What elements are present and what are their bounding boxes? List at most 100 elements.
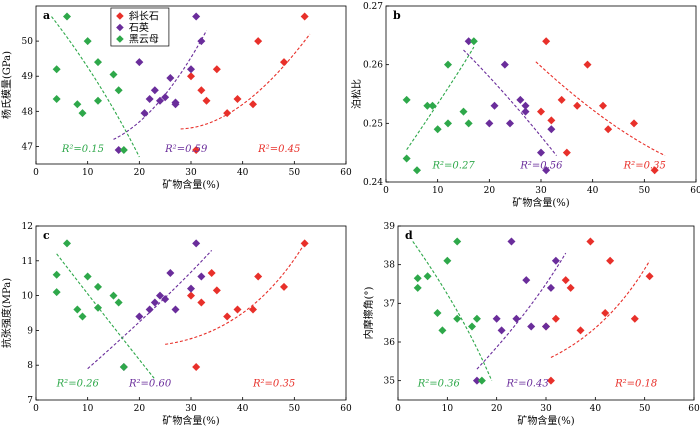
data-point-biotite (413, 274, 422, 283)
data-point-biotite (444, 119, 452, 128)
data-point-plagioclase (192, 145, 201, 154)
data-point-plagioclase (606, 256, 615, 265)
x-tick-label: 50 (289, 168, 301, 178)
y-tick-label: 0.27 (363, 2, 383, 12)
data-point-biotite (428, 101, 437, 110)
data-point-plagioclase (547, 116, 556, 125)
data-point-biotite (423, 101, 432, 110)
data-point-biotite (443, 256, 452, 265)
data-point-quartz (527, 322, 536, 331)
data-point-plagioclase (223, 109, 232, 118)
data-point-biotite (477, 376, 486, 385)
fit-curve-quartz (113, 30, 207, 140)
data-point-biotite (63, 12, 71, 21)
panel-b: 0 10 20 30 40 50 60 0.24 0.25 0.26 0.27 矿物含量(%) 泊松比 b… (350, 2, 700, 209)
data-point-plagioclase (586, 237, 595, 246)
x-tick-label: 40 (587, 186, 599, 196)
data-point-biotite (73, 305, 82, 314)
data-point-quartz (506, 119, 514, 128)
data-point-quartz (166, 73, 175, 82)
data-point-quartz (150, 298, 159, 307)
y-tick-label: 12 (22, 222, 33, 232)
x-tick-label: 40 (237, 404, 249, 414)
fit-curve-biotite (51, 16, 140, 158)
x-tick-label: 30 (185, 168, 197, 178)
y-tick-label: 10 (22, 292, 34, 302)
fit-curve-quartz (87, 249, 213, 370)
y-axis-label: 抗张强度(MPa) (0, 278, 13, 348)
y-tick-label: 8 (27, 361, 33, 371)
data-point-plagioclase (650, 166, 659, 175)
data-point-biotite (433, 309, 442, 317)
data-point-biotite (52, 65, 61, 74)
data-point-quartz (497, 326, 506, 335)
plot-frame (35, 5, 347, 165)
data-point-plagioclase (187, 291, 195, 300)
x-tick-label: 50 (639, 404, 651, 414)
r2-label-quartz: R²=0.60 (128, 379, 172, 390)
data-point-plagioclase (300, 239, 309, 248)
data-point-quartz (187, 284, 195, 293)
fit-curve-plagioclase (550, 260, 651, 358)
legend-label-plagioclase: 斜长石 (129, 10, 159, 23)
x-tick-label: 30 (535, 186, 547, 196)
legend-marker-plagioclase (116, 12, 124, 20)
data-point-quartz (516, 95, 525, 104)
x-tick-label: 40 (237, 168, 249, 178)
x-tick-label: 0 (383, 186, 389, 196)
data-point-biotite (472, 314, 481, 323)
data-point-biotite (413, 166, 421, 175)
data-point-biotite (52, 95, 61, 104)
data-point-plagioclase (561, 276, 570, 285)
data-point-biotite (453, 237, 462, 246)
y-tick-label: 39 (384, 222, 396, 232)
data-point-plagioclase (583, 60, 592, 69)
x-tick-label: 30 (540, 404, 552, 414)
data-point-plagioclase (197, 298, 206, 307)
y-tick-label: 49 (22, 72, 34, 82)
fit-curve-quartz (463, 49, 557, 156)
data-point-quartz (521, 107, 530, 116)
data-point-biotite (119, 362, 128, 371)
data-point-biotite (52, 270, 61, 279)
data-point-plagioclase (645, 272, 654, 281)
r2-label-plagioclase: R²=0.45 (257, 144, 300, 155)
data-point-plagioclase (192, 362, 201, 371)
plot-frame (397, 225, 695, 401)
data-point-quartz (156, 96, 164, 105)
data-point-plagioclase (187, 72, 195, 81)
data-point-quartz (547, 125, 556, 134)
fit-curve-plagioclase (535, 61, 666, 157)
data-point-biotite (413, 283, 422, 292)
data-point-biotite (78, 109, 87, 118)
panel-c: 0 10 20 30 40 50 60 7 8 9 10 11 12 矿物含量(%) 抗张强度(MPa) c R… (0, 222, 352, 427)
y-axis-label: 泊松比 (350, 79, 363, 109)
data-point-quartz (492, 314, 501, 323)
fit-curve-plagioclase (165, 243, 306, 345)
data-point-plagioclase (573, 101, 582, 110)
x-tick-label: 20 (134, 404, 146, 414)
data-point-biotite (453, 314, 462, 323)
data-point-biotite (94, 282, 102, 291)
x-tick-label: 50 (639, 186, 651, 196)
fit-curve-biotite (56, 253, 156, 380)
data-point-biotite (464, 119, 473, 128)
y-tick-label: 7 (27, 396, 33, 406)
panel-letter: b (393, 9, 401, 22)
data-point-biotite (433, 125, 442, 134)
x-tick-label: 10 (82, 168, 94, 178)
data-point-quartz (171, 100, 180, 109)
data-point-plagioclase (207, 268, 216, 277)
y-axis-label: 杨氏模量(GPa) (0, 51, 13, 119)
x-tick-label: 60 (690, 186, 700, 196)
data-point-quartz (542, 166, 551, 175)
legend-marker-quartz (116, 23, 124, 32)
data-point-plagioclase (562, 148, 571, 157)
r2-label-plagioclase: R²=0.35 (623, 160, 666, 171)
data-point-plagioclase (254, 272, 263, 281)
y-tick-label: 11 (22, 257, 33, 267)
y-tick-label: 35 (384, 377, 396, 387)
panel-d: 0 10 20 30 40 50 60 35 36 37 38 39 矿物含量(%) 内摩擦角(°) d R²… (362, 222, 700, 427)
x-axis-label: 矿物含量(%) (512, 196, 569, 209)
